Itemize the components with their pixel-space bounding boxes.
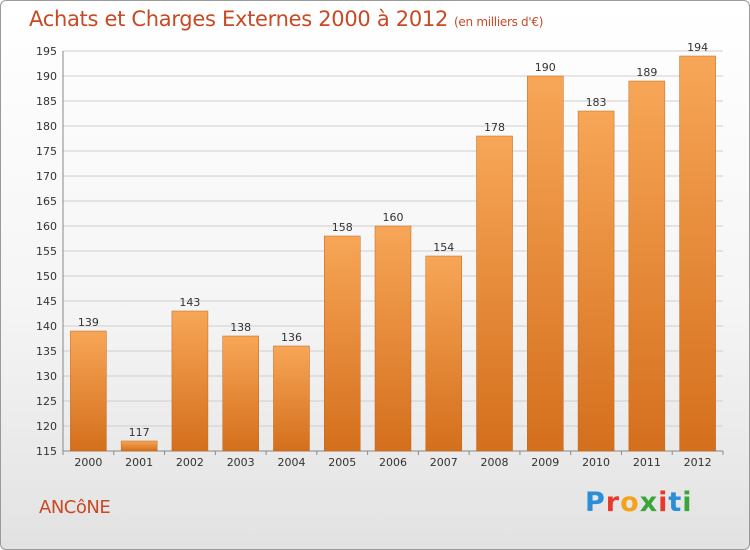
- bar-2003: [222, 335, 259, 452]
- bar-2001: [120, 440, 158, 452]
- y-tick-label: 145: [36, 295, 57, 308]
- y-tick-label: 160: [36, 220, 57, 233]
- value-label-2002: 143: [179, 296, 200, 309]
- logo-letter: P: [585, 487, 606, 518]
- logo-letter: x: [639, 487, 659, 518]
- value-label-2008: 178: [484, 121, 505, 134]
- axes: 115 120 125 130 135 140 145 150 155 160 165 170 175 1…: [36, 45, 724, 469]
- value-label-2005: 158: [332, 221, 353, 234]
- labels: 139 117 143 138 136 158 160 154 178 190 183 189 194: [78, 41, 708, 439]
- bar-2009: [527, 75, 564, 452]
- x-tick-label: 2003: [227, 456, 255, 469]
- x-tick-label: 2009: [531, 456, 559, 469]
- value-label-2006: 160: [383, 211, 404, 224]
- value-label-2010: 183: [586, 96, 607, 109]
- bar-2000: [70, 330, 107, 452]
- x-tick-label: 2001: [125, 456, 153, 469]
- value-label-2003: 138: [230, 321, 251, 334]
- logo-letter: i: [682, 487, 693, 518]
- x-tick-label: 2007: [430, 456, 458, 469]
- bar-2007: [425, 255, 463, 452]
- value-label-2001: 117: [129, 426, 150, 439]
- y-tick-label: 190: [36, 70, 57, 83]
- x-tick-label: 2010: [582, 456, 610, 469]
- logo-letter: o: [620, 487, 640, 518]
- bar-2012: [679, 55, 716, 452]
- bar-2010: [577, 110, 615, 452]
- bar-2008: [476, 135, 513, 452]
- value-label-2004: 136: [281, 331, 302, 344]
- bar-2005: [323, 235, 361, 452]
- commune-name: ANCôNE: [39, 497, 111, 518]
- y-tick-label: 140: [36, 320, 57, 333]
- logo-letter: i: [658, 487, 669, 518]
- y-tick-label: 115: [36, 445, 57, 458]
- bars: [70, 55, 716, 452]
- chart-title-text: Achats et Charges Externes 2000 à 2012: [29, 7, 449, 31]
- chart-subtitle: (en milliers d'€): [454, 15, 544, 29]
- bar-2004: [273, 345, 310, 452]
- y-tick-label: 180: [36, 120, 57, 133]
- x-tick-label: 2006: [379, 456, 407, 469]
- y-tick-label: 130: [36, 370, 57, 383]
- y-tick-label: 120: [36, 420, 57, 433]
- y-tick-label: 150: [36, 270, 57, 283]
- bar-2011: [628, 80, 666, 452]
- chart-title: Achats et Charges Externes 2000 à 2012 (e…: [29, 7, 543, 31]
- y-tick-label: 125: [36, 395, 57, 408]
- y-tick-label: 135: [36, 345, 57, 358]
- y-tick-label: 185: [36, 95, 57, 108]
- y-tick-label: 165: [36, 195, 57, 208]
- y-tick-label: 175: [36, 145, 57, 158]
- proxiti-logo[interactable]: Proxiti: [585, 487, 693, 518]
- bar-2006: [374, 225, 412, 452]
- value-label-2011: 189: [636, 66, 657, 79]
- value-label-2009: 190: [535, 61, 556, 74]
- logo-letter: r: [605, 487, 621, 518]
- x-tick-label: 2012: [684, 456, 712, 469]
- y-tick-label: 155: [36, 245, 57, 258]
- value-label-2007: 154: [433, 241, 454, 254]
- y-tick-label: 170: [36, 170, 57, 183]
- value-label-2000: 139: [78, 316, 99, 329]
- x-tick-label: 2011: [633, 456, 661, 469]
- y-tick-label: 195: [36, 45, 57, 58]
- logo-letter: t: [668, 487, 683, 518]
- value-label-2012: 194: [687, 41, 708, 54]
- bar-2002: [171, 310, 209, 452]
- x-tick-label: 2004: [277, 456, 305, 469]
- x-tick-label: 2000: [74, 456, 102, 469]
- x-tick-label: 2002: [176, 456, 204, 469]
- x-tick-label: 2008: [481, 456, 509, 469]
- x-tick-label: 2005: [328, 456, 356, 469]
